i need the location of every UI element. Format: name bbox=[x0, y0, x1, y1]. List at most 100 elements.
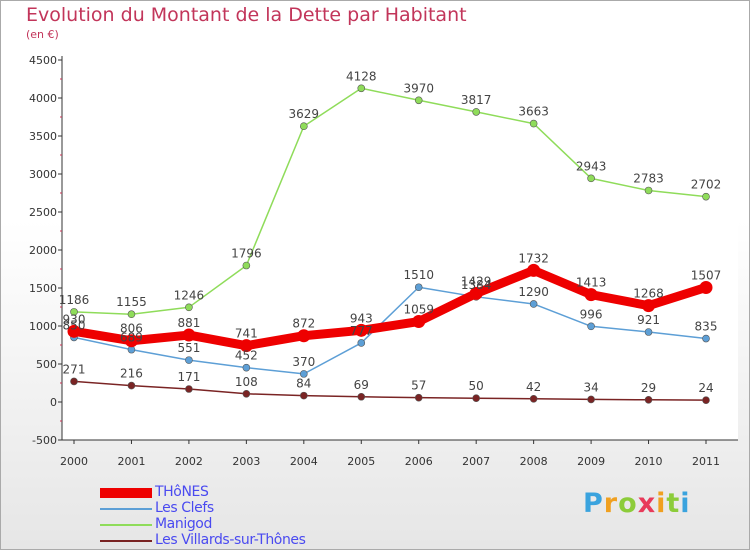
legend-swatch-thones bbox=[100, 488, 152, 498]
data-point-les-clefs bbox=[185, 356, 193, 364]
data-label-les-villards-sur-thones: 57 bbox=[411, 379, 426, 393]
data-label-manigod: 4128 bbox=[346, 69, 377, 83]
data-point-les-villards-sur-thones bbox=[529, 395, 538, 403]
x-tick-label: 2005 bbox=[347, 455, 375, 468]
x-tick-label: 2008 bbox=[520, 455, 548, 468]
data-point-manigod bbox=[702, 192, 710, 201]
data-point-thones bbox=[354, 323, 368, 337]
y-tick-label: 2500 bbox=[29, 206, 57, 219]
data-label-les-clefs: 1510 bbox=[403, 268, 434, 282]
data-point-les-villards-sur-thones bbox=[70, 377, 78, 386]
data-label-les-villards-sur-thones: 271 bbox=[63, 362, 86, 376]
data-label-les-clefs: 996 bbox=[580, 307, 603, 321]
logo-letter: i bbox=[656, 488, 667, 519]
data-point-manigod bbox=[587, 174, 595, 183]
data-point-les-villards-sur-thones bbox=[644, 395, 653, 404]
data-label-les-clefs: 551 bbox=[177, 341, 200, 355]
data-label-thones: 741 bbox=[235, 327, 258, 341]
data-point-thones bbox=[297, 329, 311, 343]
data-point-manigod bbox=[529, 119, 538, 128]
data-point-les-villards-sur-thones bbox=[702, 396, 710, 404]
data-label-les-clefs: 835 bbox=[695, 320, 718, 334]
x-tick-label: 2000 bbox=[60, 455, 88, 468]
data-label-thones: 881 bbox=[177, 316, 200, 330]
data-point-thones bbox=[469, 286, 483, 300]
logo-letter: o bbox=[618, 488, 638, 519]
data-label-thones: 1413 bbox=[576, 276, 607, 290]
data-point-manigod bbox=[472, 108, 480, 116]
data-point-manigod bbox=[242, 261, 251, 270]
proxiti-logo: Proxiti bbox=[583, 488, 691, 519]
data-label-manigod: 1155 bbox=[116, 295, 147, 309]
logo-letter: t bbox=[666, 488, 681, 519]
y-tick-label: 0 bbox=[50, 396, 57, 409]
data-point-thones bbox=[239, 339, 253, 353]
y-tick-label: -500 bbox=[32, 434, 57, 447]
y-tick-label: 3000 bbox=[29, 168, 57, 181]
data-point-thones bbox=[642, 299, 656, 313]
logo-letter: i bbox=[680, 488, 691, 519]
data-label-thones: 806 bbox=[120, 322, 143, 336]
data-label-manigod: 2943 bbox=[576, 159, 607, 173]
data-label-thones: 930 bbox=[63, 312, 86, 326]
data-label-les-clefs: 689 bbox=[120, 331, 143, 345]
logo-letter: x bbox=[637, 488, 657, 519]
data-label-thones: 1507 bbox=[691, 268, 722, 282]
data-point-les-villards-sur-thones bbox=[414, 393, 423, 402]
data-point-thones bbox=[699, 280, 713, 294]
data-label-les-villards-sur-thones: 69 bbox=[354, 378, 369, 392]
data-point-thones bbox=[67, 324, 81, 338]
data-point-thones bbox=[124, 334, 138, 348]
data-label-thones: 943 bbox=[350, 311, 373, 325]
data-label-les-clefs: 850 bbox=[63, 318, 86, 332]
data-label-thones: 872 bbox=[292, 317, 315, 331]
data-label-les-clefs: 921 bbox=[637, 313, 660, 327]
data-label-les-clefs: 777 bbox=[350, 324, 373, 338]
data-label-les-villards-sur-thones: 216 bbox=[120, 367, 143, 381]
legend-swatch-les-villards bbox=[100, 540, 152, 542]
x-tick-label: 2011 bbox=[692, 455, 720, 468]
data-label-manigod: 3817 bbox=[461, 93, 492, 107]
data-point-manigod bbox=[127, 310, 136, 319]
data-point-les-villards-sur-thones bbox=[127, 381, 136, 390]
series-line-manigod bbox=[73, 87, 707, 315]
data-point-manigod bbox=[185, 303, 193, 312]
legend-swatch-manigod bbox=[100, 524, 152, 526]
data-point-les-clefs bbox=[414, 283, 423, 292]
x-tick-label: 2007 bbox=[462, 455, 490, 468]
y-tick-label: 500 bbox=[36, 358, 57, 371]
logo-letter: r bbox=[603, 488, 619, 519]
data-label-les-villards-sur-thones: 34 bbox=[583, 380, 598, 394]
y-tick-label: 1500 bbox=[29, 282, 57, 295]
data-point-thones bbox=[584, 288, 598, 302]
data-label-manigod: 2702 bbox=[691, 178, 722, 192]
data-point-les-clefs bbox=[644, 328, 653, 336]
data-point-thones bbox=[412, 315, 426, 329]
x-tick-label: 2002 bbox=[175, 455, 203, 468]
y-tick-label: 2000 bbox=[29, 244, 57, 257]
x-tick-label: 2003 bbox=[232, 455, 260, 468]
x-tick-label: 2009 bbox=[577, 455, 605, 468]
data-point-les-clefs bbox=[357, 339, 366, 347]
y-tick-label: 4000 bbox=[29, 92, 57, 105]
data-label-les-villards-sur-thones: 24 bbox=[698, 381, 713, 395]
data-point-les-clefs bbox=[587, 322, 595, 331]
data-label-manigod: 1796 bbox=[231, 247, 262, 261]
legend-label-manigod: Manigod bbox=[155, 516, 212, 532]
data-label-thones: 1429 bbox=[461, 274, 492, 288]
data-label-les-clefs: 1290 bbox=[518, 285, 549, 299]
data-label-les-clefs: 452 bbox=[235, 349, 258, 363]
data-label-les-villards-sur-thones: 29 bbox=[641, 381, 656, 395]
series-line-les-villards-sur-thones bbox=[73, 380, 707, 401]
data-point-les-villards-sur-thones bbox=[242, 389, 251, 398]
data-point-les-clefs bbox=[702, 334, 710, 343]
data-point-thones bbox=[527, 263, 541, 277]
data-label-les-villards-sur-thones: 171 bbox=[177, 370, 200, 384]
legend-label-les-clefs: Les Clefs bbox=[155, 500, 214, 516]
data-label-les-clefs: 1384 bbox=[461, 278, 492, 292]
data-point-les-villards-sur-thones bbox=[185, 385, 193, 393]
logo-letter: P bbox=[583, 488, 604, 519]
data-point-les-clefs bbox=[242, 363, 251, 372]
chart-subtitle: (en €) bbox=[26, 28, 59, 41]
data-label-les-villards-sur-thones: 84 bbox=[296, 377, 311, 391]
